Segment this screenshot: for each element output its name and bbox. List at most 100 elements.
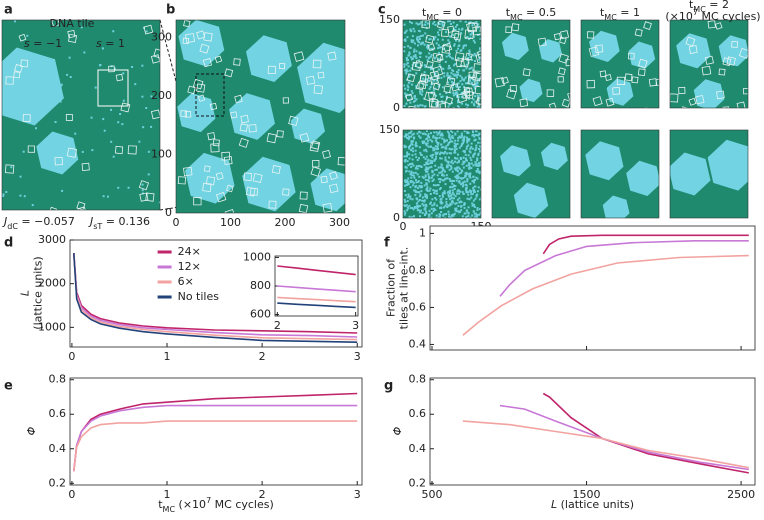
noise	[429, 154, 432, 157]
domain	[718, 35, 748, 67]
noise	[441, 193, 444, 196]
noise	[444, 177, 447, 180]
noise	[464, 153, 467, 156]
noise	[465, 164, 468, 167]
noise	[470, 101, 473, 104]
noise	[417, 164, 420, 167]
noise	[141, 183, 144, 186]
noise	[442, 213, 445, 216]
noise	[468, 78, 471, 81]
tile	[431, 52, 442, 63]
noise	[475, 213, 478, 216]
noise	[462, 160, 465, 163]
domain	[519, 78, 543, 103]
panel-letter: e	[4, 379, 13, 394]
noise	[428, 180, 431, 183]
noise	[479, 160, 481, 163]
noise	[460, 91, 463, 94]
noise	[407, 177, 410, 180]
noise	[478, 137, 481, 140]
tile	[463, 87, 470, 94]
noise	[476, 216, 479, 218]
noise	[474, 138, 477, 141]
noise	[457, 99, 460, 102]
tile	[441, 29, 449, 37]
noise	[413, 176, 416, 179]
y-tick-label: 0.2	[409, 476, 427, 489]
noise	[474, 197, 477, 200]
text-part: MC cycles)	[211, 498, 274, 511]
noise	[434, 145, 437, 148]
tile	[453, 32, 462, 41]
noise	[476, 207, 479, 210]
noise	[460, 205, 463, 208]
tile	[276, 130, 284, 138]
domain	[693, 79, 725, 108]
noise	[446, 72, 449, 75]
tile	[594, 44, 604, 53]
domain	[626, 160, 659, 196]
tile	[234, 94, 243, 104]
tile	[210, 143, 220, 153]
noise	[429, 159, 432, 162]
noise	[424, 174, 427, 177]
text-part: J	[88, 215, 93, 228]
noise	[449, 180, 452, 183]
tile	[670, 93, 679, 103]
noise	[445, 203, 448, 206]
noise	[410, 22, 413, 25]
noise	[410, 170, 413, 173]
noise	[419, 56, 422, 59]
noise	[411, 206, 414, 209]
text-part: dC	[7, 222, 18, 231]
text-part: = 0	[439, 6, 462, 19]
tile	[266, 133, 277, 144]
noise	[425, 183, 428, 186]
noise	[110, 108, 113, 111]
series-line	[73, 404, 358, 472]
noise	[413, 30, 416, 33]
noise	[414, 55, 417, 58]
noise	[435, 104, 438, 107]
noise	[440, 171, 443, 174]
y-tick-label: 0.4	[49, 442, 67, 455]
noise	[452, 92, 455, 95]
noise	[446, 74, 449, 77]
noise	[478, 161, 481, 164]
noise	[452, 185, 455, 188]
noise	[416, 191, 419, 194]
noise	[417, 40, 420, 43]
y-tick-label: 3000	[38, 233, 66, 246]
noise	[450, 152, 453, 155]
noise	[417, 23, 420, 26]
noise	[102, 118, 105, 121]
tile	[638, 58, 648, 69]
noise	[436, 100, 439, 103]
noise	[475, 195, 478, 198]
noise	[458, 192, 461, 195]
noise	[431, 174, 434, 177]
noise	[411, 216, 414, 218]
tile	[185, 33, 196, 44]
noise	[103, 129, 106, 132]
text-part: DNA tile	[50, 17, 95, 30]
noise	[422, 156, 425, 159]
noise	[68, 56, 71, 59]
noise	[417, 157, 420, 160]
noise	[418, 146, 421, 149]
column-title: tMC = 2	[689, 0, 729, 14]
noise	[464, 44, 467, 47]
noise	[449, 148, 452, 151]
tile	[439, 102, 447, 108]
tile	[592, 96, 603, 107]
noise	[117, 186, 120, 189]
noise	[430, 176, 433, 179]
text-part: MC	[604, 13, 617, 22]
noise	[471, 202, 474, 205]
noise	[449, 20, 452, 23]
noise	[476, 80, 479, 83]
noise	[455, 166, 458, 169]
noise	[466, 36, 469, 39]
y-axis-label: tiles at line-int.	[398, 247, 411, 330]
noise	[467, 173, 470, 176]
